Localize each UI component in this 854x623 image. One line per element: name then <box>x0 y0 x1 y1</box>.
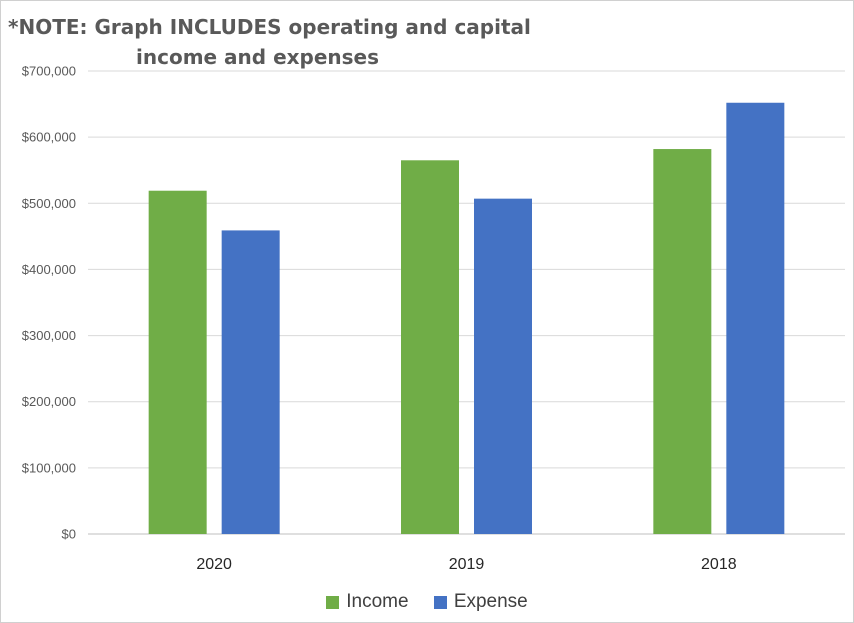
y-tick-label: $700,000 <box>22 64 76 79</box>
bar-expense-2020 <box>221 230 280 534</box>
bar-income-2019 <box>401 160 459 535</box>
x-tick-label: 2020 <box>196 556 232 573</box>
y-tick-label: $300,000 <box>22 328 76 343</box>
x-tick-label: 2018 <box>701 556 737 573</box>
gridlines <box>88 70 845 535</box>
x-axis-ticks: 2020 2019 2018 <box>196 556 736 573</box>
chart-title-line-2: income and expenses <box>136 45 380 69</box>
y-tick-label: $400,000 <box>22 262 76 277</box>
bar-expense-2018 <box>726 102 785 535</box>
y-tick-label: $0 <box>62 527 76 542</box>
bar-expense-2019 <box>474 198 532 535</box>
legend-swatch-expense <box>433 595 447 609</box>
y-tick-label: $100,000 <box>22 460 76 475</box>
y-axis-ticks: $0 $100,000 $200,000 $300,000 $400,000 $500,0… <box>22 64 76 542</box>
bars <box>148 102 785 535</box>
y-tick-label: $200,000 <box>22 394 76 409</box>
legend-label-expense: Expense <box>453 591 528 612</box>
legend-item-expense: Expense <box>433 591 528 613</box>
legend-label-income: Income <box>346 591 409 612</box>
legend-swatch-income <box>326 595 340 609</box>
legend: Income Expense <box>0 591 854 615</box>
chart-title-line-1: *NOTE: Graph INCLUDES operating and capi… <box>8 15 531 39</box>
bar-income-2018 <box>653 149 712 534</box>
legend-item-income: Income <box>326 591 409 613</box>
y-tick-label: $500,000 <box>22 196 76 211</box>
chart-title: *NOTE: Graph INCLUDES operating and capi… <box>8 12 531 72</box>
bar-income-2020 <box>148 190 207 534</box>
y-tick-label: $600,000 <box>22 130 76 145</box>
x-tick-label: 2019 <box>449 556 485 573</box>
